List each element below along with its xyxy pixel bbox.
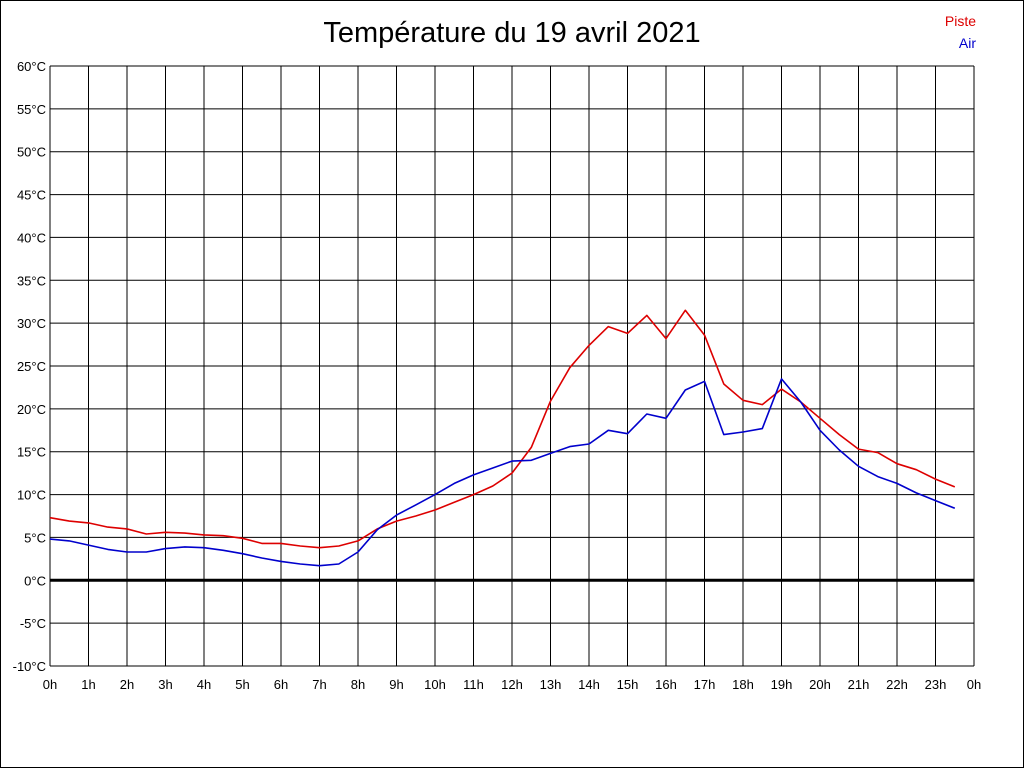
y-tick-label: 30°C	[17, 316, 46, 331]
x-tick-label: 23h	[925, 677, 947, 692]
x-tick-label: 19h	[771, 677, 793, 692]
x-tick-label: 14h	[578, 677, 600, 692]
x-tick-label: 6h	[274, 677, 288, 692]
x-tick-label: 0h	[43, 677, 57, 692]
x-tick-label: 16h	[655, 677, 677, 692]
x-tick-label: 11h	[463, 677, 484, 692]
x-tick-label: 3h	[158, 677, 172, 692]
x-tick-label: 20h	[809, 677, 831, 692]
x-tick-label: 1h	[81, 677, 95, 692]
y-tick-label: 45°C	[17, 188, 46, 203]
x-tick-label: 17h	[694, 677, 716, 692]
legend-air: Air	[958, 35, 976, 51]
x-tick-label: 7h	[312, 677, 326, 692]
series-line-air	[49, 378, 956, 567]
legend-piste: Piste	[944, 13, 976, 29]
x-tick-label: 2h	[120, 677, 134, 692]
y-tick-label: 15°C	[17, 445, 46, 460]
x-tick-label: 8h	[351, 677, 365, 692]
y-tick-label: 55°C	[17, 102, 46, 117]
x-tick-label: 4h	[197, 677, 211, 692]
x-tick-label: 10h	[424, 677, 446, 692]
y-tick-label: -10°C	[13, 659, 46, 674]
y-tick-label: 60°C	[17, 59, 46, 74]
x-tick-label: 15h	[617, 677, 639, 692]
x-tick-label: 21h	[848, 677, 870, 692]
y-tick-label: 0°C	[24, 573, 46, 588]
y-tick-label: -5°C	[20, 616, 46, 631]
y-tick-label: 40°C	[17, 230, 46, 245]
series-lines	[49, 309, 956, 567]
x-tick-label: 13h	[540, 677, 562, 692]
y-tick-label: 20°C	[17, 402, 46, 417]
y-tick-label: 50°C	[17, 145, 46, 160]
y-tick-label: 25°C	[17, 359, 46, 374]
y-tick-label: 5°C	[24, 530, 46, 545]
y-tick-label: 35°C	[17, 273, 46, 288]
x-tick-label: 22h	[886, 677, 908, 692]
x-tick-label: 12h	[501, 677, 523, 692]
series-line-piste	[49, 309, 956, 549]
y-axis-ticks: 60°C 55°C 50°C 45°C 40°C 35°C 30°C 25°C 20°C 15°C…	[13, 59, 46, 674]
x-axis-ticks: 0h 1h 2h 3h 4h 5h 6h 7h 8h 9h 10h 11h 12h 13h 14h 15h 16…	[43, 677, 981, 692]
x-tick-label: 9h	[389, 677, 403, 692]
x-tick-label: 18h	[732, 677, 754, 692]
x-tick-label: 5h	[235, 677, 249, 692]
y-tick-label: 10°C	[17, 488, 46, 503]
x-tick-label: 0h	[967, 677, 981, 692]
grid	[49, 65, 975, 667]
chart-title: Température du 19 avril 2021	[323, 17, 701, 49]
